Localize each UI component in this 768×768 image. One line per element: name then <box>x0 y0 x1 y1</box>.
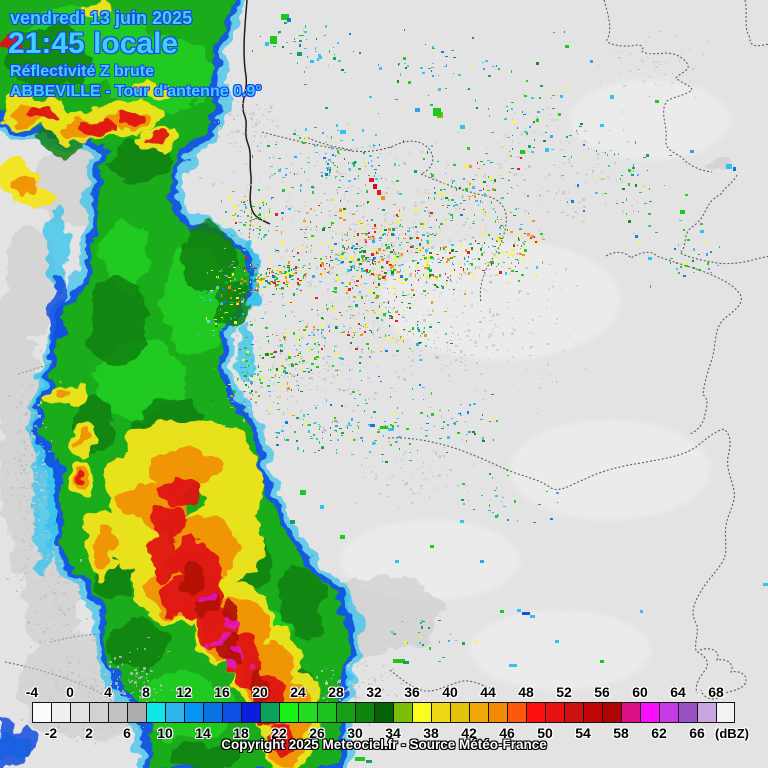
scale-tick-label: 58 <box>613 725 629 741</box>
scale-cell <box>716 702 735 723</box>
scale-cell <box>640 702 659 723</box>
scale-tick-label: 54 <box>575 725 591 741</box>
scale-cell <box>279 702 298 723</box>
scale-tick-label: 62 <box>651 725 667 741</box>
scale-cell <box>146 702 165 723</box>
scale-tick-label: 14 <box>195 725 211 741</box>
scale-tick-label: 16 <box>214 684 230 700</box>
scale-cell <box>469 702 488 723</box>
scale-tick-label: 28 <box>328 684 344 700</box>
scale-cell <box>374 702 393 723</box>
scale-cell <box>260 702 279 723</box>
dbz-unit-label: (dBZ) <box>715 726 749 741</box>
scale-tick-label: -4 <box>25 684 39 700</box>
scale-tick-label: 22 <box>271 725 287 741</box>
scale-tick-label: 8 <box>142 684 150 700</box>
date-label: vendredi 13 juin 2025 <box>10 8 193 28</box>
scale-tick-label: 64 <box>670 684 686 700</box>
scale-tick-label: 50 <box>537 725 553 741</box>
scale-tick-label: 20 <box>252 684 268 700</box>
scale-tick-label: 26 <box>309 725 325 741</box>
scale-tick-label: 44 <box>480 684 496 700</box>
scale-cell <box>108 702 127 723</box>
scale-cell <box>621 702 640 723</box>
scale-tick-label: 30 <box>347 725 363 741</box>
scale-tick-label: 36 <box>404 684 420 700</box>
scale-cell <box>507 702 526 723</box>
scale-cell <box>222 702 241 723</box>
scale-cell <box>70 702 89 723</box>
scale-tick-label: 38 <box>423 725 439 741</box>
scale-tick-label: 2 <box>85 725 93 741</box>
scale-cell <box>583 702 602 723</box>
scale-cell <box>393 702 412 723</box>
scale-tick-label: 6 <box>123 725 131 741</box>
scale-cell <box>298 702 317 723</box>
copyright-label: Copyright 2025 Meteociel.fr - Source Mét… <box>221 737 547 752</box>
scale-cell <box>678 702 697 723</box>
scale-cell <box>355 702 374 723</box>
scale-tick-label: -2 <box>44 725 58 741</box>
scale-tick-label: 10 <box>157 725 173 741</box>
scale-cell <box>526 702 545 723</box>
scale-cell <box>336 702 355 723</box>
scale-cell <box>545 702 564 723</box>
scale-cell <box>412 702 431 723</box>
scale-cell <box>127 702 146 723</box>
scale-tick-label: 24 <box>290 684 306 700</box>
radar-site-label: ABBEVILLE - Tour d'antenne 0.9° <box>10 83 262 100</box>
scale-tick-label: 42 <box>461 725 477 741</box>
scale-tick-label: 40 <box>442 684 458 700</box>
scale-cell <box>203 702 222 723</box>
scale-cell <box>165 702 184 723</box>
scale-tick-label: 12 <box>176 684 192 700</box>
scale-cell <box>241 702 260 723</box>
scale-cell <box>488 702 507 723</box>
scale-tick-label: 56 <box>594 684 610 700</box>
scale-tick-label: 48 <box>518 684 534 700</box>
scale-cell <box>564 702 583 723</box>
scale-tick-label: 0 <box>66 684 74 700</box>
scale-cell <box>317 702 336 723</box>
scale-tick-label: 66 <box>689 725 705 741</box>
scale-cell <box>431 702 450 723</box>
scale-cell <box>450 702 469 723</box>
time-label: 21:45 locale <box>8 27 179 60</box>
scale-tick-label: 4 <box>104 684 112 700</box>
scale-cell <box>602 702 621 723</box>
scale-tick-label: 60 <box>632 684 648 700</box>
scale-cell <box>89 702 108 723</box>
scale-cell <box>697 702 716 723</box>
scale-tick-label: 68 <box>708 684 724 700</box>
scale-cell <box>51 702 70 723</box>
scale-tick-label: 52 <box>556 684 572 700</box>
scale-tick-label: 46 <box>499 725 515 741</box>
scale-cell <box>184 702 203 723</box>
scale-tick-label: 18 <box>233 725 249 741</box>
product-label: Réflectivité Z brute <box>10 63 155 80</box>
scale-cell <box>659 702 678 723</box>
scale-tick-label: 32 <box>366 684 382 700</box>
scale-tick-label: 34 <box>385 725 401 741</box>
scale-cell <box>32 702 51 723</box>
